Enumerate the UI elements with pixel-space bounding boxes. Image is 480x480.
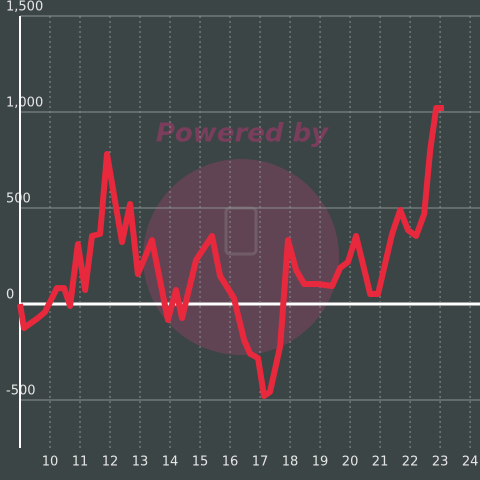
x-tick-label: 18	[282, 455, 299, 470]
x-tick-label: 10	[42, 455, 59, 470]
data-line	[17, 105, 444, 399]
x-tick-label: 22	[402, 455, 419, 470]
x-tick-label: 15	[192, 455, 209, 470]
x-tick-label: 17	[252, 455, 269, 470]
x-tick-label: 16	[222, 455, 239, 470]
x-tick-label: 14	[162, 455, 179, 470]
y-tick-label: 1,500	[6, 0, 43, 15]
x-tick-label: 20	[342, 455, 359, 470]
y-tick-label: 500	[6, 192, 31, 207]
x-tick-label: 23	[432, 455, 449, 470]
x-tick-label: 11	[72, 455, 89, 470]
y-tick-label: 1,000	[6, 96, 43, 111]
x-tick-label: 21	[372, 455, 389, 470]
y-tick-label: 0	[6, 288, 14, 303]
watermark-text: Powered by	[156, 119, 329, 149]
x-tick-label: 13	[132, 455, 149, 470]
x-tick-label: 12	[102, 455, 119, 470]
x-tick-label: 24	[462, 455, 479, 470]
x-tick-label: 19	[312, 455, 329, 470]
